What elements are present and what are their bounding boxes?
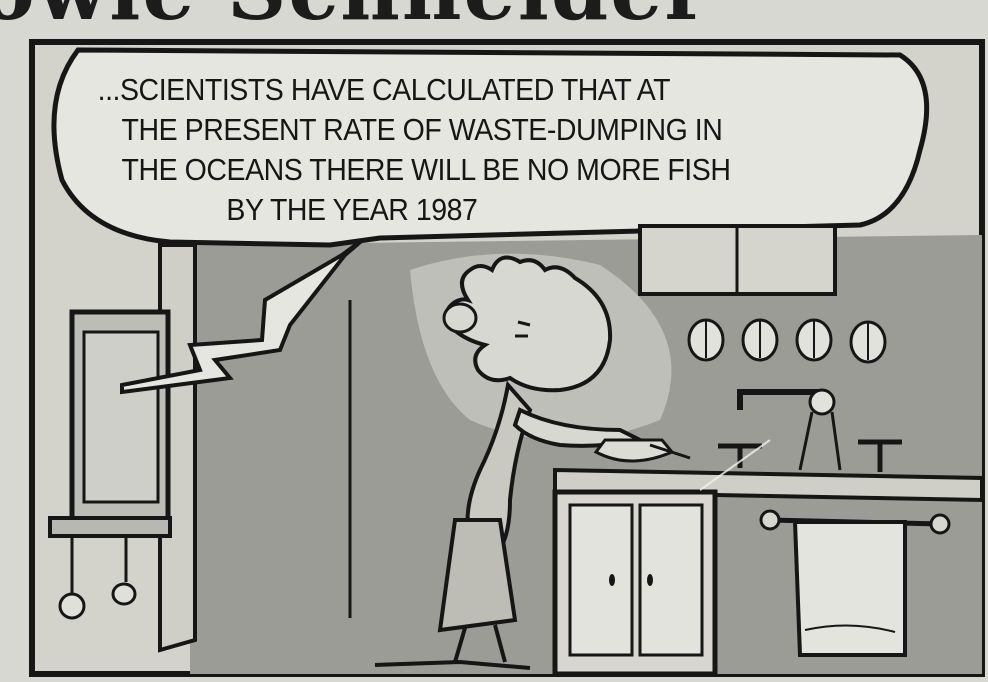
character-nose: [442, 302, 478, 334]
towel-bar-end: [759, 509, 781, 531]
speech-bubble-text: ...SCIENTISTS HAVE CALCULATED THAT AT TH…: [70, 70, 843, 230]
speech-line: ...SCIENTISTS HAVE CALCULATED THAT AT: [97, 72, 671, 107]
towel-fold: [804, 624, 896, 633]
speech-line: BY THE YEAR 1987: [226, 192, 478, 227]
character-feet: [374, 659, 531, 670]
paper-crease: [699, 439, 771, 491]
character-leg: [493, 624, 507, 663]
towel-bar-end: [929, 513, 951, 535]
television-screen: [82, 330, 160, 504]
faucet-head: [808, 388, 836, 416]
character-leg: [453, 627, 467, 663]
back-wall: [190, 235, 982, 674]
cabinet-knob: [609, 574, 615, 586]
speech-line: THE OCEANS THERE WILL BE NO MORE FISH: [121, 152, 731, 187]
tv-knob: [58, 592, 86, 620]
speech-line: THE PRESENT RATE OF WASTE-DUMPING IN: [121, 112, 723, 147]
tv-knob: [111, 582, 137, 606]
hanging-mugs: [687, 318, 887, 364]
tv-stand-shelf: [48, 516, 172, 538]
character-skirt: [437, 518, 518, 633]
tap-handle: [718, 443, 762, 468]
cabinet-knob: [647, 574, 653, 586]
speech-bubble-lightning-tail: [120, 236, 367, 395]
faucet-stem: [798, 411, 842, 471]
speech-bubble: [51, 47, 930, 248]
character-eye: [515, 320, 531, 338]
spoon: [649, 443, 691, 460]
hanging-towel: [792, 520, 907, 657]
tap-handle: [858, 439, 902, 472]
cabinet-door: [568, 503, 634, 657]
